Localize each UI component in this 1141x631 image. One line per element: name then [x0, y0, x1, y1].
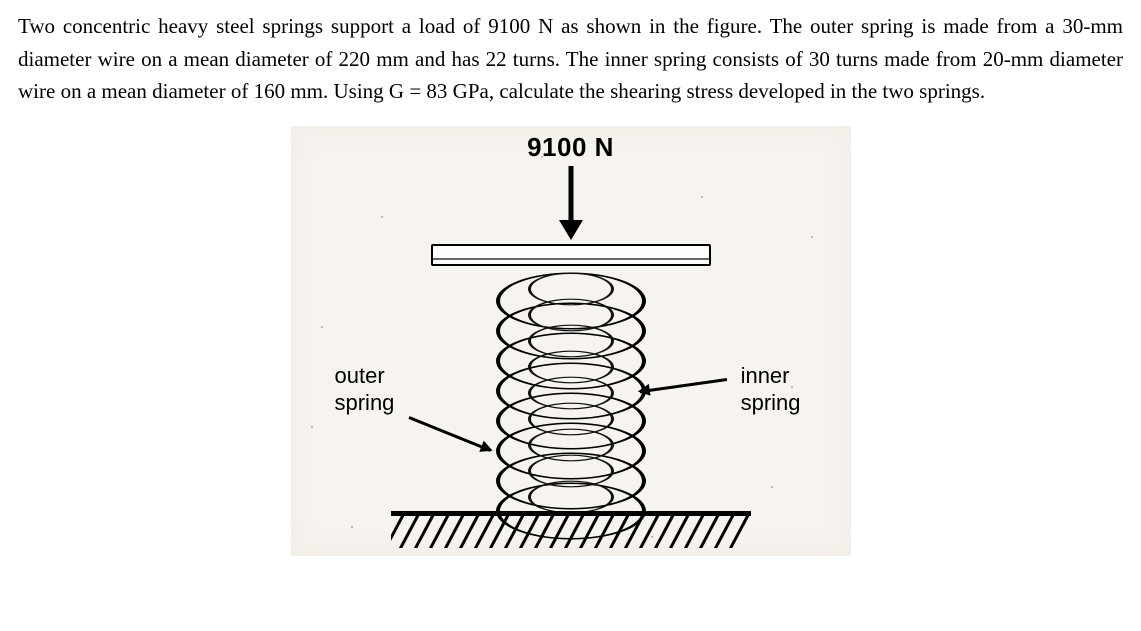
spring-assembly: [491, 266, 651, 506]
load-label: 9100 N: [527, 132, 614, 163]
top-plate: [431, 244, 711, 266]
outer-spring-label: outer spring: [335, 362, 395, 417]
paper-speck: [651, 536, 653, 538]
inner-spring-pointer-icon: [639, 378, 727, 393]
paper-speck: [811, 236, 813, 238]
paper-speck: [321, 326, 323, 328]
paper-speck: [791, 386, 793, 388]
paper-speck: [381, 216, 383, 218]
paper-speck: [351, 526, 353, 528]
inner-spring-label-line2: spring: [741, 389, 801, 417]
paper-speck: [311, 426, 313, 428]
outer-spring-pointer-icon: [408, 416, 491, 452]
outer-spring-label-line2: spring: [335, 389, 395, 417]
paper-speck: [771, 486, 773, 488]
inner-spring-label: inner spring: [741, 362, 801, 417]
paper-speck: [541, 156, 543, 158]
outer-spring-label-line1: outer: [335, 362, 395, 390]
ground-hatching: [391, 516, 751, 548]
figure-canvas: 9100 N outer spring inner spring: [291, 126, 851, 556]
problem-statement: Two concentric heavy steel springs suppo…: [18, 10, 1123, 108]
load-arrow-shaft: [568, 166, 573, 224]
inner-coil: [528, 480, 614, 513]
load-arrow-head-icon: [559, 220, 583, 240]
figure-container: 9100 N outer spring inner spring: [18, 126, 1123, 556]
paper-speck: [701, 196, 703, 198]
